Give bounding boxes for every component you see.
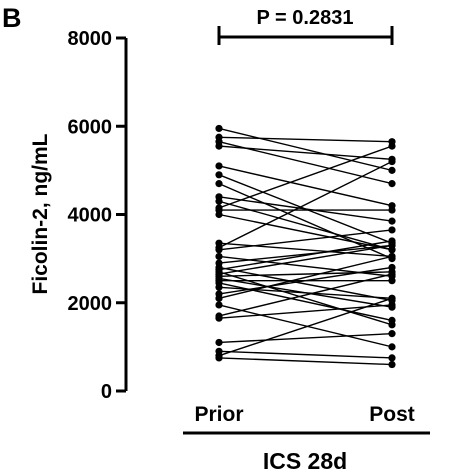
post-point [388, 157, 396, 166]
paired-series [215, 124, 396, 369]
prior-point [215, 171, 223, 179]
x-axis: Prior Post [194, 403, 414, 426]
prior-point [215, 210, 223, 219]
post-point [388, 360, 396, 369]
y-axis-label: Ficolin-2, ng/mL [29, 133, 52, 294]
post-point [388, 301, 396, 309]
pair-line [218, 332, 393, 344]
pair-line [218, 255, 393, 300]
pair-line [218, 145, 393, 161]
x-tick-label: Prior [194, 403, 243, 426]
x-axis-label: ICS 28d [263, 448, 347, 474]
post-point [388, 354, 396, 362]
pair-line [218, 160, 393, 249]
prior-point [215, 124, 223, 133]
y-axis: 0 2000 4000 6000 8000 [68, 28, 128, 403]
prior-point [215, 283, 223, 291]
post-point [388, 180, 396, 188]
pair-line [218, 240, 393, 271]
y-tick-label: 0 [101, 381, 112, 403]
panel-label: B [2, 3, 22, 33]
prior-point [215, 162, 223, 170]
post-point [388, 294, 396, 302]
x-tick-label: Post [369, 403, 415, 426]
prior-point [215, 338, 223, 347]
pair-line [218, 145, 393, 209]
post-point [388, 142, 396, 150]
y-tick-label: 6000 [68, 116, 113, 138]
post-point [388, 270, 396, 278]
pair-line [218, 165, 393, 207]
post-point [388, 226, 396, 234]
y-tick-label: 8000 [68, 28, 113, 50]
post-point [388, 166, 396, 174]
post-point [388, 241, 396, 249]
pair-line [218, 271, 393, 277]
pair-line [218, 196, 393, 222]
prior-point [215, 197, 223, 205]
pair-line [218, 244, 393, 264]
post-point [388, 217, 396, 225]
pair-line [218, 136, 393, 143]
p-value-label: P = 0.2831 [257, 7, 354, 29]
prior-point [215, 294, 223, 302]
pair-line [218, 357, 393, 366]
pair-line [218, 200, 393, 251]
post-point [388, 263, 396, 272]
pair-line [218, 297, 393, 357]
prior-point [215, 142, 223, 150]
pair-line [218, 266, 393, 302]
prior-point [215, 246, 223, 254]
post-point [388, 330, 396, 338]
prior-point [215, 252, 223, 261]
significance-annotation: P = 0.2831 [217, 7, 394, 45]
pair-line [218, 304, 393, 348]
prior-point [215, 354, 223, 362]
pair-line [218, 229, 393, 251]
prior-point [215, 301, 223, 309]
pair-line [218, 286, 393, 300]
pair-line [218, 244, 393, 275]
y-tick-label: 2000 [68, 293, 113, 315]
post-point [388, 316, 396, 324]
pair-line [218, 242, 393, 258]
post-point [388, 277, 396, 285]
post-point [388, 343, 396, 351]
pair-line [218, 273, 393, 317]
post-point [388, 252, 396, 261]
y-tick-label: 4000 [68, 205, 113, 227]
post-point [388, 206, 396, 214]
prior-point [215, 314, 223, 322]
pair-line [218, 350, 393, 359]
pair-line [218, 127, 393, 172]
pair-line [218, 213, 393, 251]
pair-line [218, 266, 393, 295]
prior-point [215, 180, 223, 188]
